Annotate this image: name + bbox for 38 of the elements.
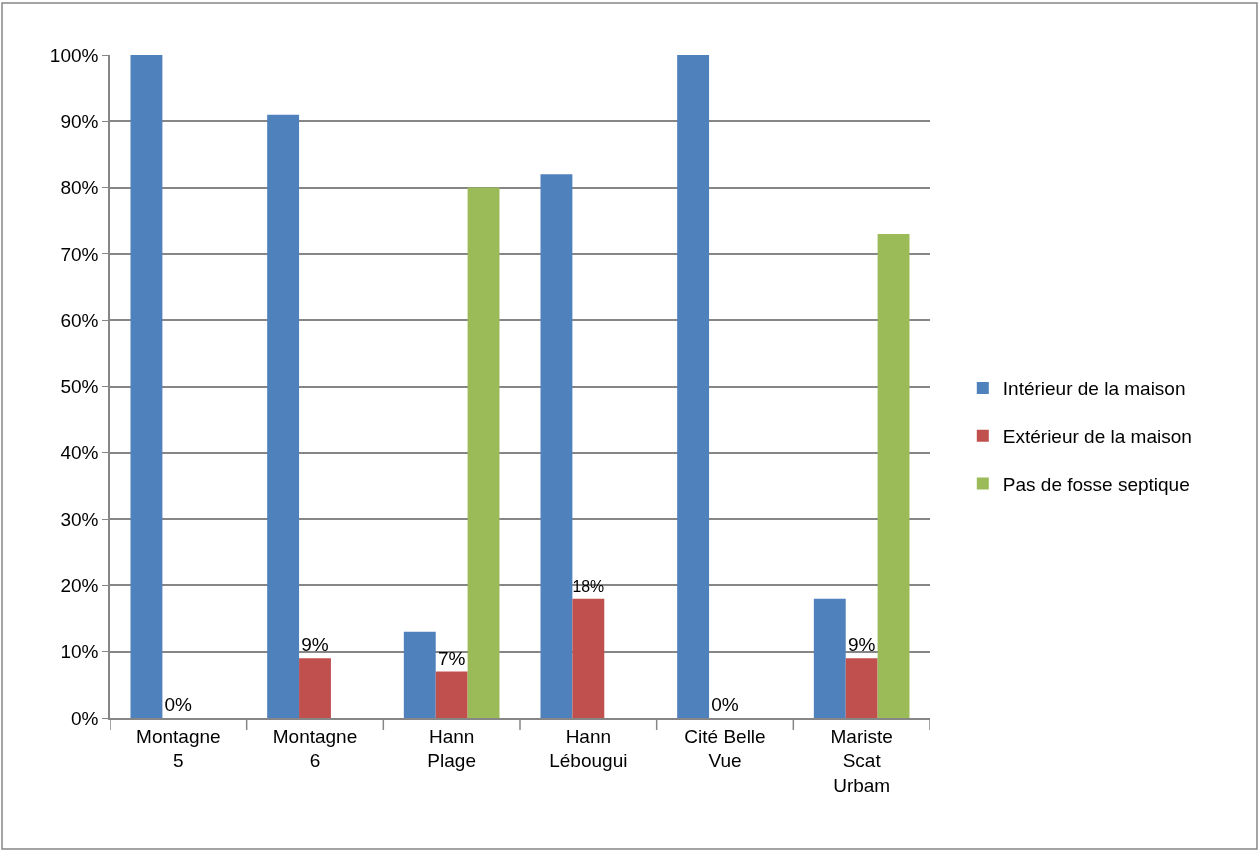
data-label: 18% — [572, 578, 605, 596]
y-tick-label: 100% — [49, 44, 99, 66]
data-label: 0% — [711, 694, 739, 715]
legend-label: Pas de fosse septique — [1002, 473, 1190, 495]
bar — [877, 234, 910, 718]
bar — [130, 55, 163, 718]
y-tick-label: 90% — [60, 110, 99, 132]
bar — [813, 598, 846, 718]
y-tick-label: 40% — [60, 442, 99, 464]
x-tick-label: Hann Lébougui — [549, 725, 628, 772]
y-tick-label: 60% — [60, 309, 99, 331]
y-tick-label: 20% — [60, 575, 99, 597]
bar — [267, 114, 300, 718]
y-tick-label: 70% — [60, 243, 99, 265]
bar — [467, 187, 500, 718]
data-label: 9% — [847, 634, 876, 656]
x-tick-label: Hann Plage — [427, 725, 476, 772]
bar — [540, 174, 573, 718]
data-label: 0% — [164, 694, 193, 715]
bar — [435, 671, 468, 718]
bar — [845, 658, 878, 718]
y-tick-label: 30% — [60, 508, 99, 530]
y-tick-label: 10% — [60, 641, 99, 663]
bar — [299, 658, 331, 718]
y-tick-label: 80% — [60, 177, 99, 199]
bar — [677, 55, 710, 718]
x-tick-label: Mariste Scat Urbam — [830, 725, 893, 796]
x-tick-label: Montagne 6 — [272, 725, 358, 772]
legend-label: Extérieur de la maison — [1002, 426, 1192, 448]
x-tick-label: Montagne 5 — [136, 725, 221, 772]
bar — [572, 598, 605, 718]
data-label: 9% — [301, 634, 329, 656]
x-tick-label: Cité Belle Vue — [684, 725, 766, 772]
bar — [403, 631, 436, 718]
y-tick-label: 0% — [70, 707, 99, 729]
legend-label: Intérieur de la maison — [1002, 378, 1186, 400]
data-label: 7% — [437, 647, 466, 669]
y-tick-label: 50% — [60, 376, 99, 398]
